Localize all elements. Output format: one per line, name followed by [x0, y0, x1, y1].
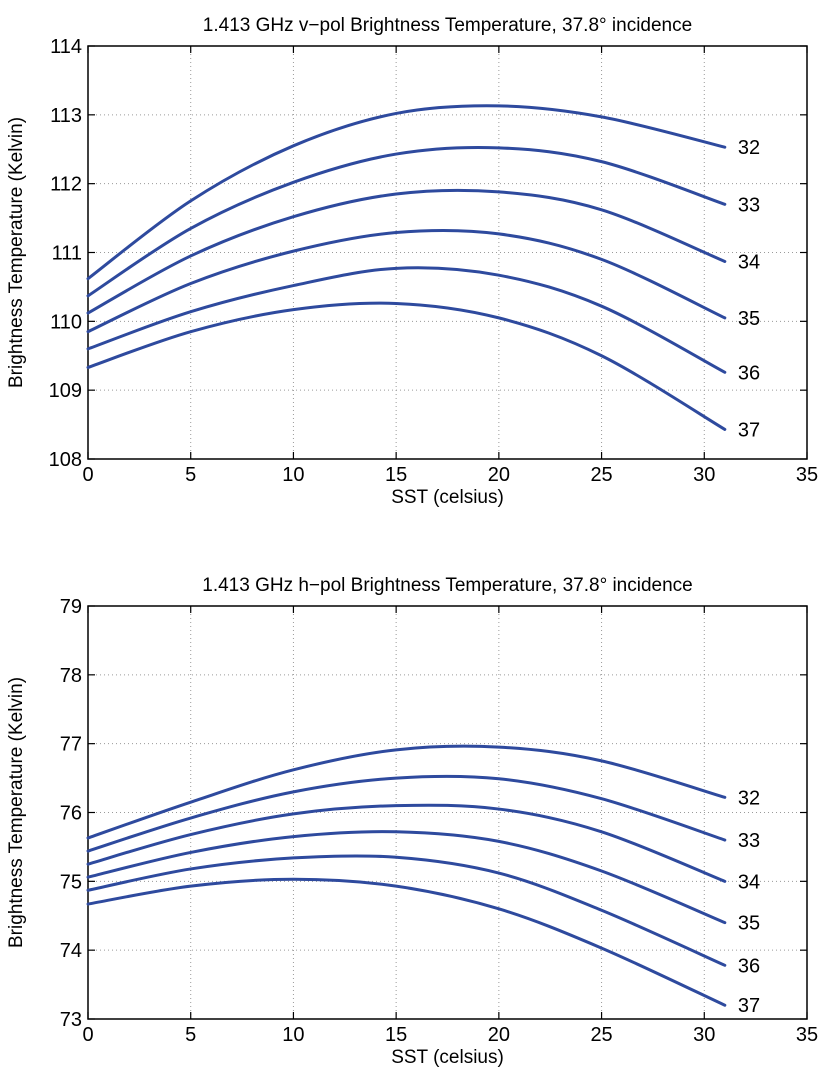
- series-line-36: [86, 854, 727, 967]
- x-tick-label: 15: [385, 1024, 407, 1046]
- series-label-36: 36: [738, 362, 760, 384]
- series-line-33: [86, 145, 727, 298]
- x-tick-label: 0: [82, 1024, 93, 1046]
- series-label-34: 34: [738, 251, 760, 273]
- series-label-37: 37: [738, 995, 760, 1017]
- series-label-32: 32: [738, 137, 760, 159]
- series-label-35: 35: [738, 308, 760, 330]
- series-line-36: [86, 266, 727, 374]
- series-label-34: 34: [738, 871, 760, 893]
- series-line-34: [86, 188, 727, 315]
- y-tick-label: 113: [50, 105, 82, 127]
- series-line-35: [86, 228, 727, 334]
- series-line-32: [86, 104, 727, 281]
- series-line-35: [86, 830, 727, 925]
- y-tick-label: 76: [60, 803, 82, 825]
- x-tick-label: 20: [488, 1024, 510, 1046]
- y-axis-label: Brightness Temperature (Kelvin): [6, 117, 27, 388]
- series-label-33: 33: [738, 194, 760, 216]
- x-tick-label: 5: [185, 1024, 196, 1046]
- y-tick-label: 75: [60, 871, 82, 893]
- series-line-33: [86, 774, 727, 853]
- x-tick-label: 10: [282, 1024, 304, 1046]
- x-tick-label: 25: [590, 1024, 612, 1046]
- x-tick-label: 15: [385, 464, 407, 486]
- chart-panel-1: 1.413 GHz v−pol Brightness Temperature, …: [6, 15, 818, 508]
- chart-title: 1.413 GHz v−pol Brightness Temperature, …: [203, 15, 692, 36]
- y-tick-label: 114: [50, 36, 82, 58]
- x-tick-label: 0: [82, 464, 93, 486]
- plot-frame: [87, 605, 808, 1020]
- y-tick-label: 74: [60, 940, 82, 962]
- x-tick-label: 30: [693, 464, 715, 486]
- y-tick-label: 111: [52, 243, 82, 265]
- x-tick-label: 5: [185, 464, 196, 486]
- chart-panel-2: 1.413 GHz h−pol Brightness Temperature, …: [6, 575, 818, 1068]
- y-tick-label: 78: [60, 665, 82, 687]
- x-axis-label: SST (celsius): [391, 1047, 504, 1068]
- series-label-36: 36: [738, 955, 760, 977]
- series-line-37: [86, 301, 727, 431]
- series-line-34: [86, 803, 727, 883]
- series-line-32: [86, 744, 727, 840]
- x-tick-label: 10: [282, 464, 304, 486]
- chart-title: 1.413 GHz h−pol Brightness Temperature, …: [202, 575, 692, 596]
- series-label-32: 32: [738, 787, 760, 809]
- y-tick-label: 73: [60, 1009, 82, 1031]
- x-tick-label: 35: [796, 1024, 818, 1046]
- series-label-35: 35: [738, 913, 760, 935]
- y-tick-label: 110: [50, 311, 82, 333]
- y-tick-label: 108: [49, 449, 82, 471]
- x-tick-label: 30: [693, 1024, 715, 1046]
- x-axis-label: SST (celsius): [391, 487, 504, 508]
- x-tick-label: 35: [796, 464, 818, 486]
- y-axis-label: Brightness Temperature (Kelvin): [6, 677, 27, 948]
- series-line-37: [86, 877, 727, 1007]
- y-tick-label: 77: [60, 734, 82, 756]
- y-tick-label: 109: [49, 380, 82, 402]
- y-tick-label: 112: [50, 174, 82, 196]
- series-label-33: 33: [738, 830, 760, 852]
- y-tick-label: 79: [60, 596, 82, 618]
- series-label-37: 37: [738, 419, 760, 441]
- x-tick-label: 25: [590, 464, 612, 486]
- x-tick-label: 20: [488, 464, 510, 486]
